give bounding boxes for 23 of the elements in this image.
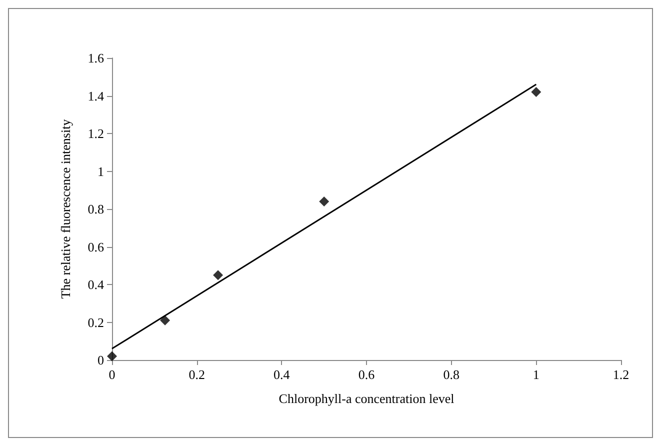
y-tick-label: 0 <box>98 352 104 368</box>
x-tick-label: 0.6 <box>358 367 376 382</box>
point <box>531 86 542 97</box>
x-tick-label: 0.8 <box>443 367 460 382</box>
y-tick-label: 1 <box>98 164 104 179</box>
y-tick-label: 1.2 <box>88 126 104 141</box>
x-axis-title: Chlorophyll-a concentration level <box>278 391 455 406</box>
x-tick-label: 0.4 <box>274 367 290 382</box>
x-tick-label: 1 <box>532 367 540 382</box>
x-tick-label: 0.2 <box>188 367 205 382</box>
x-tick-label: 1.2 <box>612 367 630 382</box>
y-axis-title: The relative fluorescence intensity <box>58 118 73 299</box>
y-tick-label: 1.6 <box>88 50 104 66</box>
y-tick-label: 1.4 <box>88 88 104 104</box>
y-tick-label: 0.6 <box>88 239 104 254</box>
point <box>160 315 170 326</box>
point <box>107 351 117 362</box>
point <box>213 270 224 280</box>
y-tick-label: 0.2 <box>88 314 104 330</box>
x-tick-label: 0 <box>108 367 116 382</box>
y-tick-label: 0.8 <box>88 202 104 216</box>
y-tick-label: 0.4 <box>88 277 104 292</box>
point <box>319 196 330 206</box>
